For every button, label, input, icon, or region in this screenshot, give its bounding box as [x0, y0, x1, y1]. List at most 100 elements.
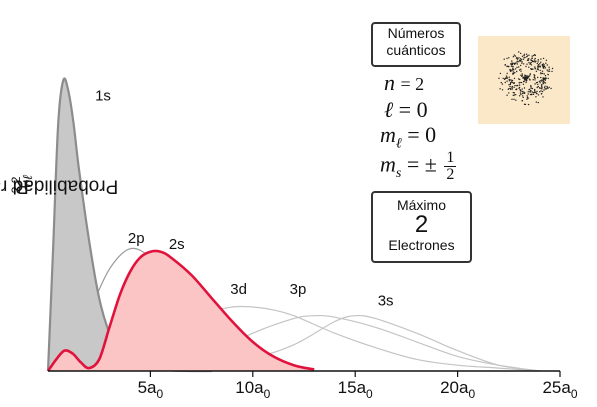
orbital-dot — [540, 90, 542, 92]
series-label-2s: 2s — [169, 236, 185, 253]
orbital-dot — [517, 58, 519, 60]
orbital-dot — [501, 89, 504, 91]
orbital-dot — [527, 97, 529, 100]
orbital-dot — [520, 64, 522, 67]
orbital-dot — [543, 73, 545, 75]
orbital-dot — [525, 53, 528, 55]
orbital-dot — [547, 87, 549, 89]
orbital-dot — [516, 66, 518, 69]
orbital-dot — [520, 70, 522, 72]
orbital-dot — [520, 74, 522, 76]
orbital-dot — [513, 82, 516, 84]
orbital-dot — [542, 79, 545, 81]
orbital-dot — [521, 88, 523, 90]
orbital-dot — [541, 83, 543, 86]
orbital-dot — [521, 90, 524, 93]
orbital-dot — [511, 87, 513, 89]
series-label-3d: 3d — [230, 281, 247, 298]
orbital-dot — [547, 73, 549, 76]
orbital-dot — [509, 83, 511, 86]
orbital-dot — [514, 71, 516, 74]
orbital-dot — [521, 73, 523, 75]
orbital-dot-diagram — [478, 36, 570, 124]
orbital-dot — [513, 72, 515, 75]
orbital-dot — [546, 69, 548, 71]
orbital-dot — [518, 87, 520, 89]
orbital-dot — [541, 86, 543, 88]
orbital-dot — [511, 62, 513, 64]
orbital-dot — [536, 68, 539, 70]
series-label-3p: 3p — [290, 281, 307, 298]
orbital-dot — [511, 79, 513, 81]
orbital-dot — [544, 79, 546, 81]
orbital-dot — [500, 81, 502, 84]
orbital-dot — [521, 61, 523, 63]
orbital-dot — [536, 86, 538, 89]
orbital-dot — [522, 83, 525, 85]
orbital-dot — [532, 93, 535, 95]
orbital-dot — [530, 87, 532, 89]
orbital-dot — [513, 92, 516, 94]
quantum-n: n = 2 — [384, 70, 425, 95]
quantum-numbers-box: Números cuánticos — [371, 22, 461, 67]
orbital-dot — [521, 92, 524, 95]
orbital-dot — [518, 51, 520, 53]
orbital-dot — [539, 69, 541, 72]
orbital-dot — [539, 82, 541, 84]
orbital-dot — [529, 63, 531, 65]
orbital-dot — [513, 86, 515, 88]
orbital-dot — [518, 69, 521, 71]
orbital-dot — [530, 91, 532, 93]
orbital-dot — [523, 91, 525, 93]
orbital-dot — [508, 78, 510, 81]
orbital-dot — [542, 96, 544, 98]
orbital-dot — [506, 77, 508, 80]
orbital-dot — [506, 65, 508, 68]
orbital-dot — [545, 88, 548, 90]
orbital-dot — [520, 52, 522, 55]
orbital-dot — [521, 100, 524, 102]
series-label-1s: 1s — [95, 87, 111, 104]
x-ticks: 5a0 10a0 15a0 20a0 25a0 — [138, 371, 578, 401]
orbital-dot — [525, 65, 527, 68]
orbital-dot — [530, 90, 532, 92]
orbital-dot — [523, 54, 525, 57]
orbital-dot — [512, 91, 514, 94]
orbital-dot — [525, 75, 527, 77]
orbital-dot — [529, 79, 531, 81]
orbital-dot — [508, 80, 511, 82]
orbital-dot — [534, 83, 536, 85]
orbital-dot — [520, 58, 522, 60]
orbital-dot — [551, 70, 553, 73]
orbital-dot — [537, 76, 539, 79]
x-tick-label-10: 10a0 — [235, 378, 270, 401]
series-label-3s: 3s — [378, 293, 394, 310]
orbital-dot — [532, 79, 534, 81]
orbital-dot — [514, 68, 517, 70]
orbital-dot — [544, 82, 547, 84]
orbital-dot — [516, 63, 518, 65]
orbital-dot — [548, 68, 550, 70]
orbital-dot — [517, 78, 520, 80]
orbital-dot — [540, 61, 542, 63]
orbital-dot — [534, 57, 536, 60]
orbital-dot — [527, 75, 529, 77]
orbital-dot — [505, 77, 507, 79]
orbital-dot — [543, 89, 545, 91]
orbital-dot — [520, 68, 522, 70]
orbital-dot — [537, 101, 539, 104]
orbital-dot — [514, 62, 516, 65]
orbital-dot — [540, 58, 542, 60]
orbital-dot — [511, 60, 513, 62]
orbital-dot — [546, 64, 548, 66]
orbital-dot — [541, 79, 543, 81]
orbital-dot — [547, 77, 549, 80]
orbital-dot — [522, 95, 524, 97]
orbital-dot — [542, 63, 544, 65]
orbital-dot — [524, 79, 526, 81]
orbital-dot — [541, 90, 544, 93]
orbital-dot — [533, 74, 535, 76]
orbital-dot — [505, 75, 508, 77]
orbital-dot — [528, 58, 530, 60]
